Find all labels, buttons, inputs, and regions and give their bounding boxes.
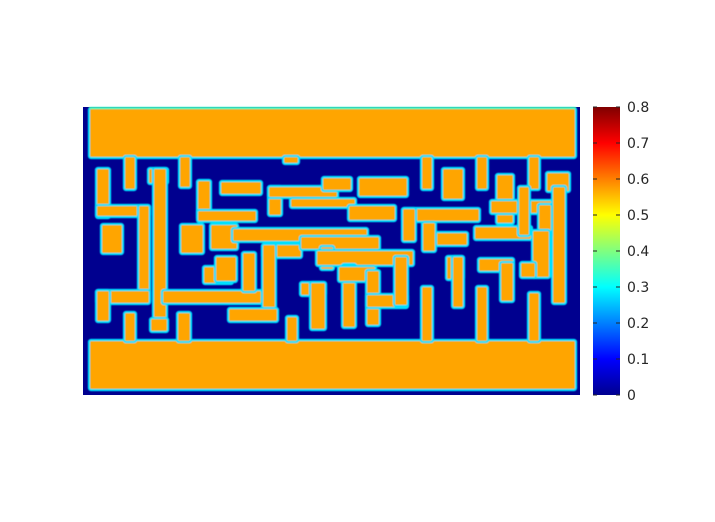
heatmap-feature-29 [213, 254, 239, 284]
heatmap-feature-0 [87, 106, 578, 160]
heatmap-feature-7 [526, 154, 542, 192]
heatmap-feature-8 [122, 310, 138, 344]
heatmap-feature-12 [474, 284, 490, 344]
heatmap-feature-35 [356, 175, 410, 199]
heatmap-feature-13 [526, 290, 542, 344]
heatmap-feature-25 [195, 208, 259, 224]
heatmap-feature-34 [320, 175, 354, 193]
heatmap-plot [83, 106, 580, 395]
heatmap-feature-69 [518, 260, 538, 280]
heatmap-feature-19 [99, 222, 125, 256]
heatmap-feature-16 [136, 203, 152, 305]
colorbar-tick-label: 0.8 [627, 100, 649, 116]
heatmap-feature-9 [175, 310, 193, 344]
colorbar-ticks: 0 0.1 0.2 0.3 0.4 0.5 0.6 0.7 0.8 [593, 100, 649, 404]
heatmap-feature-55 [420, 220, 438, 254]
colorbar-tick-label: 0.1 [627, 352, 649, 368]
heatmap-feature-62 [550, 184, 568, 306]
heatmap-feature-30 [218, 179, 264, 197]
colorbar-tick-label: 0 [627, 388, 636, 404]
colorbar-tick-label: 0.4 [627, 244, 649, 260]
heatmap-feature-3 [177, 154, 193, 190]
heatmap-feature-38 [240, 250, 258, 294]
heatmap-features [87, 106, 578, 392]
heatmap-top-edge [89, 107, 576, 109]
heatmap-feature-1 [87, 338, 578, 392]
colorbar-tick-label: 0.6 [627, 172, 649, 188]
colorbar-tick-label: 0.5 [627, 208, 649, 224]
heatmap-feature-33 [288, 196, 358, 210]
heatmap-feature-56 [440, 166, 466, 202]
heatmap-feature-51 [392, 254, 410, 308]
heatmap-feature-53 [400, 206, 418, 244]
heatmap-feature-4 [281, 154, 301, 166]
heatmap-feature-22 [148, 316, 170, 334]
heatmap-feature-11 [419, 284, 435, 344]
heatmap-feature-36 [346, 203, 398, 223]
colorbar-gradient [593, 107, 620, 395]
heatmap-feature-42 [298, 234, 382, 252]
heatmap-feature-5 [419, 154, 435, 192]
heatmap-feature-67 [498, 260, 516, 304]
heatmap-feature-6 [474, 154, 490, 192]
heatmap-feature-2 [122, 154, 138, 192]
colorbar: 0 0.1 0.2 0.3 0.4 0.5 0.6 0.7 0.8 [593, 100, 649, 404]
heatmap-feature-60 [516, 184, 532, 238]
heatmap-feature-21 [151, 166, 169, 332]
colorbar-tick-label: 0.3 [627, 280, 649, 296]
heatmap-feature-46 [308, 280, 328, 332]
heatmap-feature-10 [284, 314, 300, 344]
colorbar-tick-label: 0.2 [627, 316, 649, 332]
heatmap-feature-26 [178, 222, 206, 256]
heatmap-feature-18 [94, 288, 112, 324]
heatmap-feature-41 [226, 306, 280, 324]
heatmap-feature-65 [450, 254, 466, 310]
colorbar-tick-label: 0.7 [627, 136, 649, 152]
